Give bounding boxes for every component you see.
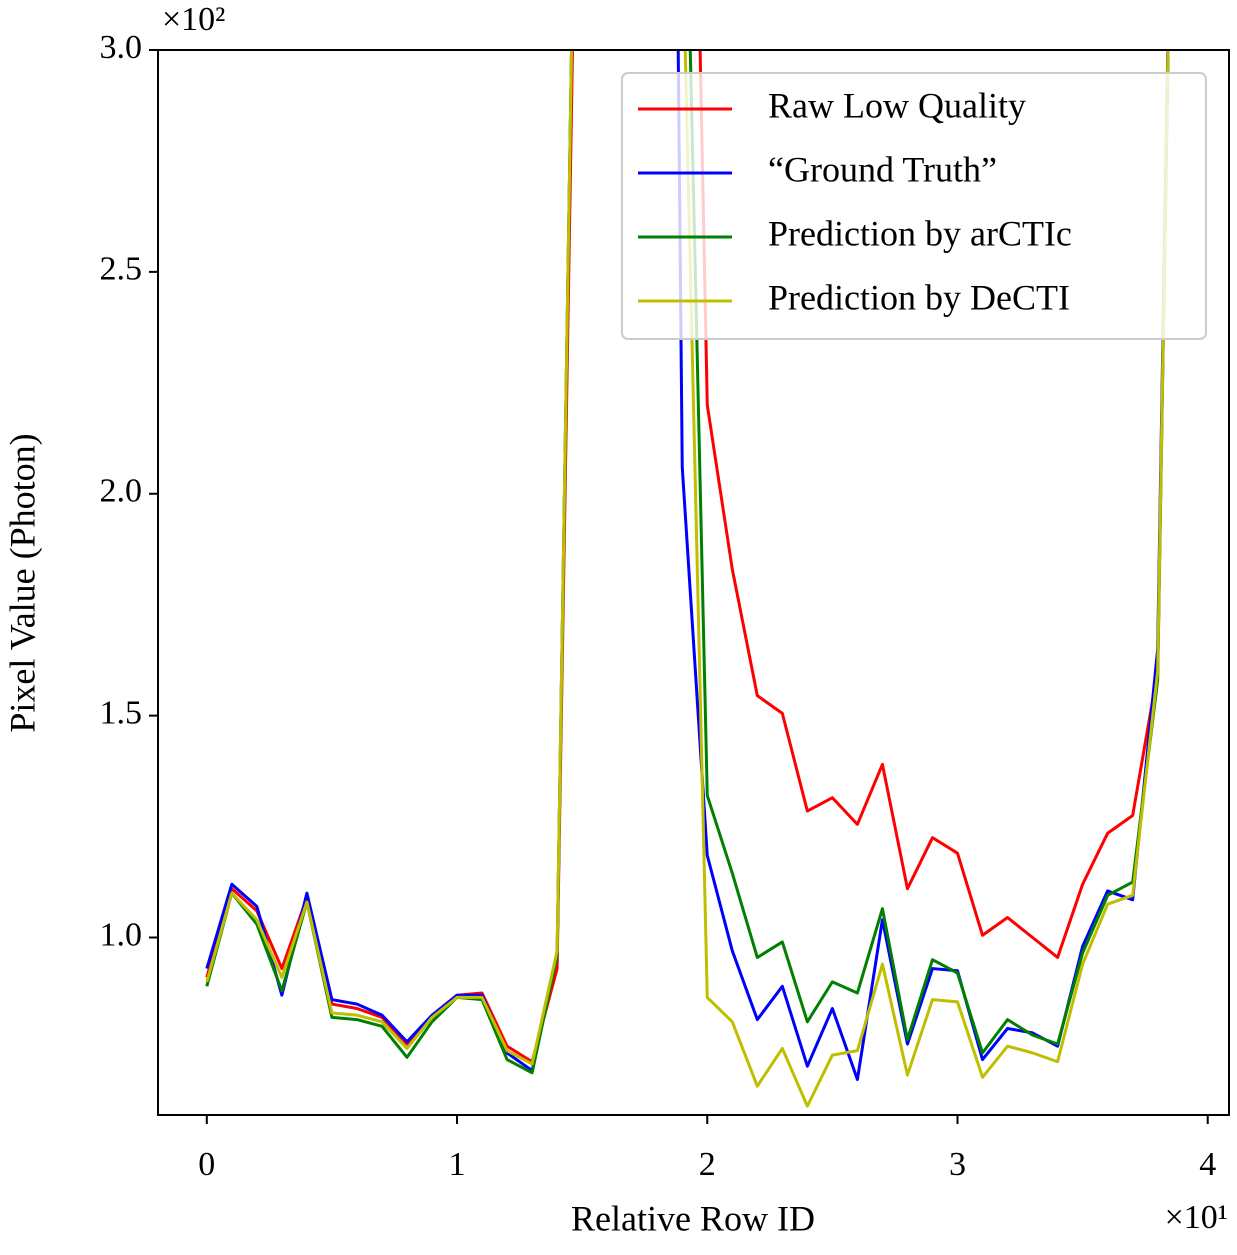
legend-label: “Ground Truth”	[768, 149, 997, 189]
x-tick-label: 3	[949, 1146, 966, 1183]
x-tick-label: 2	[699, 1146, 716, 1183]
x-tick-label: 0	[198, 1146, 215, 1183]
x-multiplier: ×10¹	[1165, 1199, 1228, 1236]
series-line	[205, 50, 1170, 1064]
legend-label: Prediction by DeCTI	[768, 277, 1070, 317]
legend-label: Prediction by arCTIc	[768, 213, 1072, 253]
series-line	[205, 50, 1170, 1108]
legend-label: Raw Low Quality	[768, 85, 1026, 125]
x-axis-label: Relative Row ID	[571, 1198, 815, 1238]
y-tick-label: 2.0	[100, 473, 143, 510]
legend-box	[621, 72, 1207, 340]
y-tick-label: 3.0	[100, 29, 143, 66]
y-axis-label: Pixel Value (Photon)	[2, 433, 42, 732]
x-tick-label: 1	[449, 1146, 466, 1183]
series-line	[205, 50, 1170, 1081]
x-tick-label: 4	[1199, 1146, 1216, 1183]
plot-frame	[157, 49, 1230, 1116]
y-tick-label: 1.0	[100, 916, 143, 953]
y-tick-label: 1.5	[100, 694, 143, 731]
y-multiplier: ×10²	[162, 1, 225, 38]
legend: Raw Low Quality “Ground Truth” Prediction …	[621, 72, 1207, 340]
y-tick-label: 2.5	[100, 251, 143, 288]
